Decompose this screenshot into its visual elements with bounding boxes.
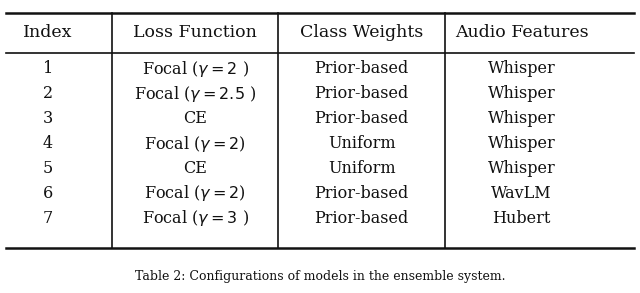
Text: Uniform: Uniform bbox=[328, 135, 396, 152]
Text: Prior-based: Prior-based bbox=[314, 110, 409, 127]
Text: Audio Features: Audio Features bbox=[455, 24, 588, 42]
Text: Prior-based: Prior-based bbox=[314, 60, 409, 77]
Text: 1: 1 bbox=[43, 60, 53, 77]
Text: Whisper: Whisper bbox=[488, 160, 556, 177]
Text: Whisper: Whisper bbox=[488, 85, 556, 102]
Text: Hubert: Hubert bbox=[492, 210, 551, 227]
Text: Uniform: Uniform bbox=[328, 160, 396, 177]
Text: Whisper: Whisper bbox=[488, 135, 556, 152]
Text: WavLM: WavLM bbox=[492, 185, 552, 202]
Text: 7: 7 bbox=[43, 210, 53, 227]
Text: Focal ($\gamma = 2$): Focal ($\gamma = 2$) bbox=[144, 183, 246, 203]
Text: Whisper: Whisper bbox=[488, 60, 556, 77]
Text: Focal ($\gamma = 2.5$ ): Focal ($\gamma = 2.5$ ) bbox=[134, 84, 257, 104]
Text: CE: CE bbox=[183, 110, 207, 127]
Text: Focal ($\gamma = 2$ ): Focal ($\gamma = 2$ ) bbox=[141, 59, 249, 79]
Text: Index: Index bbox=[23, 24, 73, 42]
Text: 3: 3 bbox=[43, 110, 53, 127]
Text: Prior-based: Prior-based bbox=[314, 85, 409, 102]
Text: Focal ($\gamma = 3$ ): Focal ($\gamma = 3$ ) bbox=[141, 208, 249, 228]
Text: Prior-based: Prior-based bbox=[314, 210, 409, 227]
Text: Prior-based: Prior-based bbox=[314, 185, 409, 202]
Text: 2: 2 bbox=[43, 85, 53, 102]
Text: 4: 4 bbox=[43, 135, 53, 152]
Text: Focal ($\gamma = 2$): Focal ($\gamma = 2$) bbox=[144, 134, 246, 154]
Text: Loss Function: Loss Function bbox=[133, 24, 257, 42]
Text: Table 2: Configurations of models in the ensemble system.: Table 2: Configurations of models in the… bbox=[135, 270, 505, 283]
Text: Whisper: Whisper bbox=[488, 110, 556, 127]
Text: 5: 5 bbox=[43, 160, 53, 177]
Text: CE: CE bbox=[183, 160, 207, 177]
Text: 6: 6 bbox=[43, 185, 53, 202]
Text: Class Weights: Class Weights bbox=[300, 24, 423, 42]
